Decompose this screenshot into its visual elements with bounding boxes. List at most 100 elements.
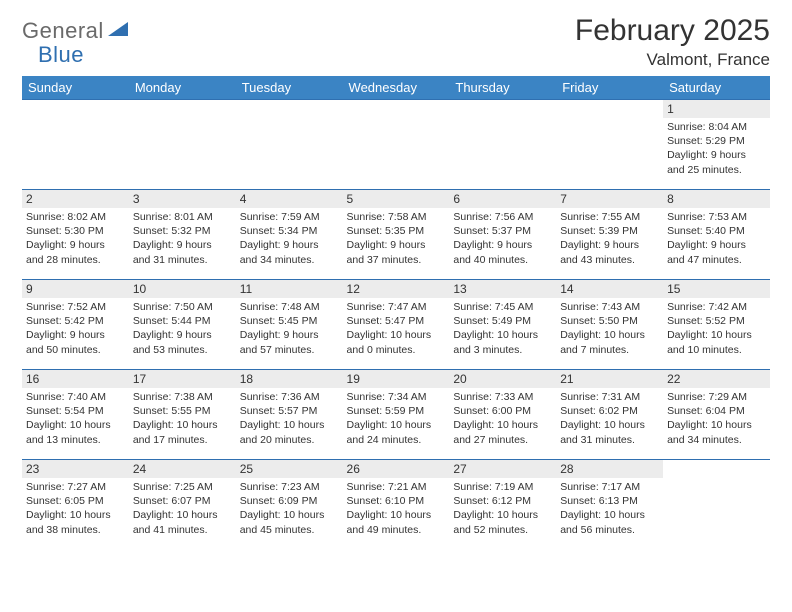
calendar-table: Sunday Monday Tuesday Wednesday Thursday… — [22, 76, 770, 550]
day-cell: 21 Sunrise: 7:31 AMSunset: 6:02 PMDayligh… — [556, 370, 663, 460]
weekday-header: Tuesday — [236, 76, 343, 100]
day-info: Sunrise: 7:42 AMSunset: 5:52 PMDaylight:… — [667, 300, 766, 357]
day-info: Sunrise: 7:58 AMSunset: 5:35 PMDaylight:… — [347, 210, 446, 267]
day-number: 17 — [129, 370, 236, 388]
weekday-header: Sunday — [22, 76, 129, 100]
day-info: Sunrise: 7:23 AMSunset: 6:09 PMDaylight:… — [240, 480, 339, 537]
day-cell: 16 Sunrise: 7:40 AMSunset: 5:54 PMDayligh… — [22, 370, 129, 460]
day-info: Sunrise: 8:02 AMSunset: 5:30 PMDaylight:… — [26, 210, 125, 267]
empty-cell — [236, 100, 343, 190]
day-info: Sunrise: 8:01 AMSunset: 5:32 PMDaylight:… — [133, 210, 232, 267]
day-cell: 4 Sunrise: 7:59 AMSunset: 5:34 PMDaylight… — [236, 190, 343, 280]
weekday-header-row: Sunday Monday Tuesday Wednesday Thursday… — [22, 76, 770, 100]
day-info: Sunrise: 7:45 AMSunset: 5:49 PMDaylight:… — [453, 300, 552, 357]
day-cell: 20 Sunrise: 7:33 AMSunset: 6:00 PMDayligh… — [449, 370, 556, 460]
title-block: February 2025 Valmont, France — [575, 14, 770, 70]
day-info: Sunrise: 7:47 AMSunset: 5:47 PMDaylight:… — [347, 300, 446, 357]
weekday-header: Monday — [129, 76, 236, 100]
calendar-row: 1Sunrise: 8:04 AMSunset: 5:29 PMDaylight… — [22, 100, 770, 190]
day-number: 2 — [22, 190, 129, 208]
empty-cell — [129, 100, 236, 190]
day-cell: 2 Sunrise: 8:02 AMSunset: 5:30 PMDaylight… — [22, 190, 129, 280]
day-cell: 8 Sunrise: 7:53 AMSunset: 5:40 PMDaylight… — [663, 190, 770, 280]
day-cell: 15 Sunrise: 7:42 AMSunset: 5:52 PMDayligh… — [663, 280, 770, 370]
day-cell: 24 Sunrise: 7:25 AMSunset: 6:07 PMDayligh… — [129, 460, 236, 550]
day-info: Sunrise: 7:19 AMSunset: 6:12 PMDaylight:… — [453, 480, 552, 537]
day-info: Sunrise: 7:21 AMSunset: 6:10 PMDaylight:… — [347, 480, 446, 537]
day-cell: 27 Sunrise: 7:19 AMSunset: 6:12 PMDayligh… — [449, 460, 556, 550]
location: Valmont, France — [575, 50, 770, 70]
empty-cell — [663, 460, 770, 550]
day-cell: 13Sunrise: 7:45 AMSunset: 5:49 PMDayligh… — [449, 280, 556, 370]
day-number: 27 — [449, 460, 556, 478]
day-info: Sunrise: 7:48 AMSunset: 5:45 PMDaylight:… — [240, 300, 339, 357]
day-number: 9 — [22, 280, 129, 298]
day-cell: 25Sunrise: 7:23 AMSunset: 6:09 PMDayligh… — [236, 460, 343, 550]
day-number: 24 — [129, 460, 236, 478]
day-info: Sunrise: 7:31 AMSunset: 6:02 PMDaylight:… — [560, 390, 659, 447]
day-cell: 1Sunrise: 8:04 AMSunset: 5:29 PMDaylight… — [663, 100, 770, 190]
calendar-row: 16 Sunrise: 7:40 AMSunset: 5:54 PMDayligh… — [22, 370, 770, 460]
day-cell: 14Sunrise: 7:43 AMSunset: 5:50 PMDayligh… — [556, 280, 663, 370]
day-cell: 26 Sunrise: 7:21 AMSunset: 6:10 PMDayligh… — [343, 460, 450, 550]
day-cell: 17 Sunrise: 7:38 AMSunset: 5:55 PMDayligh… — [129, 370, 236, 460]
weekday-header: Wednesday — [343, 76, 450, 100]
day-number: 16 — [22, 370, 129, 388]
calendar-row: 9 Sunrise: 7:52 AMSunset: 5:42 PMDaylight… — [22, 280, 770, 370]
day-info: Sunrise: 7:36 AMSunset: 5:57 PMDaylight:… — [240, 390, 339, 447]
day-number: 11 — [236, 280, 343, 298]
day-number: 8 — [663, 190, 770, 208]
day-number: 6 — [449, 190, 556, 208]
day-cell: 22 Sunrise: 7:29 AMSunset: 6:04 PMDayligh… — [663, 370, 770, 460]
day-info: Sunrise: 7:38 AMSunset: 5:55 PMDaylight:… — [133, 390, 232, 447]
day-number: 23 — [22, 460, 129, 478]
day-number: 12 — [343, 280, 450, 298]
day-number: 4 — [236, 190, 343, 208]
logo: General — [22, 14, 130, 44]
day-number: 7 — [556, 190, 663, 208]
weekday-header: Thursday — [449, 76, 556, 100]
empty-cell — [22, 100, 129, 190]
day-number: 20 — [449, 370, 556, 388]
day-cell: 6 Sunrise: 7:56 AMSunset: 5:37 PMDaylight… — [449, 190, 556, 280]
day-number: 14 — [556, 280, 663, 298]
day-info: Sunrise: 7:56 AMSunset: 5:37 PMDaylight:… — [453, 210, 552, 267]
day-info: Sunrise: 7:55 AMSunset: 5:39 PMDaylight:… — [560, 210, 659, 267]
day-info: Sunrise: 8:04 AMSunset: 5:29 PMDaylight:… — [667, 120, 766, 177]
day-number: 3 — [129, 190, 236, 208]
day-info: Sunrise: 7:50 AMSunset: 5:44 PMDaylight:… — [133, 300, 232, 357]
day-number: 28 — [556, 460, 663, 478]
logo-triangle-icon — [108, 20, 128, 43]
day-number: 21 — [556, 370, 663, 388]
day-number: 15 — [663, 280, 770, 298]
day-cell: 19 Sunrise: 7:34 AMSunset: 5:59 PMDayligh… — [343, 370, 450, 460]
day-number: 19 — [343, 370, 450, 388]
day-info: Sunrise: 7:25 AMSunset: 6:07 PMDaylight:… — [133, 480, 232, 537]
logo-text-general: General — [22, 18, 104, 44]
day-cell: 12 Sunrise: 7:47 AMSunset: 5:47 PMDayligh… — [343, 280, 450, 370]
day-info: Sunrise: 7:29 AMSunset: 6:04 PMDaylight:… — [667, 390, 766, 447]
day-info: Sunrise: 7:59 AMSunset: 5:34 PMDaylight:… — [240, 210, 339, 267]
day-cell: 3 Sunrise: 8:01 AMSunset: 5:32 PMDaylight… — [129, 190, 236, 280]
day-info: Sunrise: 7:53 AMSunset: 5:40 PMDaylight:… — [667, 210, 766, 267]
day-number: 18 — [236, 370, 343, 388]
calendar-row: 23 Sunrise: 7:27 AMSunset: 6:05 PMDayligh… — [22, 460, 770, 550]
empty-cell — [449, 100, 556, 190]
weekday-header: Saturday — [663, 76, 770, 100]
empty-cell — [343, 100, 450, 190]
day-cell: 9 Sunrise: 7:52 AMSunset: 5:42 PMDaylight… — [22, 280, 129, 370]
day-cell: 28Sunrise: 7:17 AMSunset: 6:13 PMDayligh… — [556, 460, 663, 550]
day-number: 26 — [343, 460, 450, 478]
day-info: Sunrise: 7:52 AMSunset: 5:42 PMDaylight:… — [26, 300, 125, 357]
day-info: Sunrise: 7:27 AMSunset: 6:05 PMDaylight:… — [26, 480, 125, 537]
day-info: Sunrise: 7:33 AMSunset: 6:00 PMDaylight:… — [453, 390, 552, 447]
day-cell: 10Sunrise: 7:50 AMSunset: 5:44 PMDayligh… — [129, 280, 236, 370]
weekday-header: Friday — [556, 76, 663, 100]
day-info: Sunrise: 7:34 AMSunset: 5:59 PMDaylight:… — [347, 390, 446, 447]
day-number: 22 — [663, 370, 770, 388]
day-cell: 23 Sunrise: 7:27 AMSunset: 6:05 PMDayligh… — [22, 460, 129, 550]
month-title: February 2025 — [575, 14, 770, 48]
day-cell: 5Sunrise: 7:58 AMSunset: 5:35 PMDaylight… — [343, 190, 450, 280]
day-cell: 18 Sunrise: 7:36 AMSunset: 5:57 PMDayligh… — [236, 370, 343, 460]
day-info: Sunrise: 7:40 AMSunset: 5:54 PMDaylight:… — [26, 390, 125, 447]
